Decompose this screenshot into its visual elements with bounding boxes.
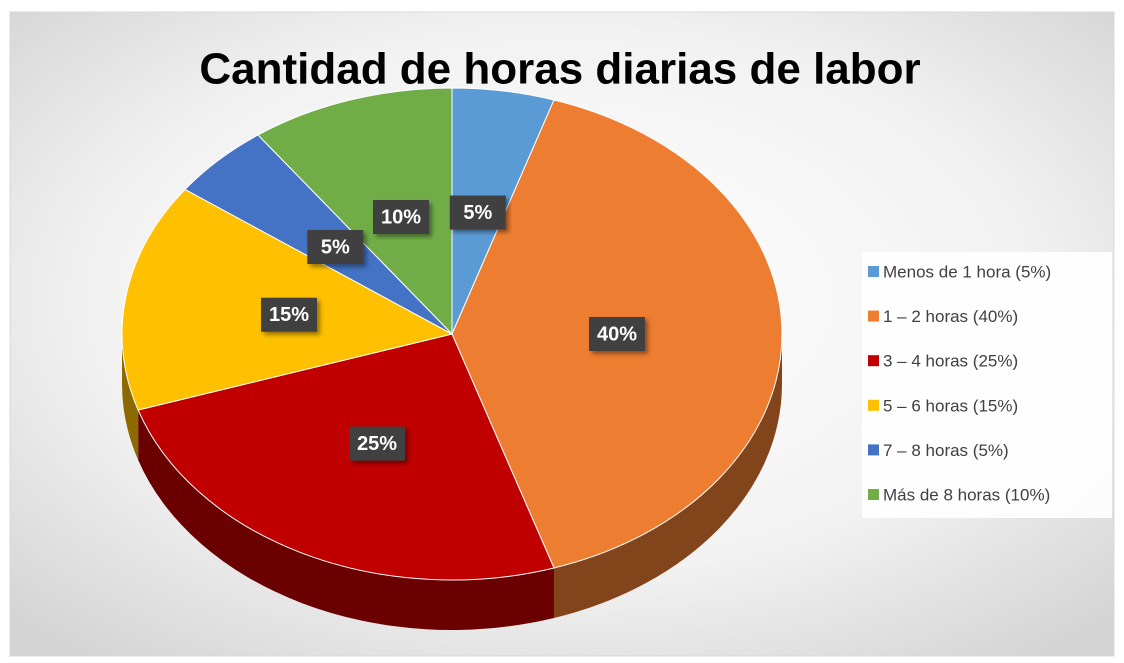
slice-side	[553, 334, 782, 618]
data-label: 25%	[357, 433, 397, 455]
legend-label: 7 – 8 horas (5%)	[883, 441, 1009, 460]
data-label: 10%	[381, 206, 421, 228]
legend-label: 1 – 2 horas (40%)	[883, 307, 1018, 326]
legend-label: 5 – 6 horas (15%)	[883, 396, 1018, 415]
data-label: 5%	[463, 202, 492, 224]
data-label-box	[307, 230, 364, 265]
data-label: 15%	[269, 304, 309, 326]
legend	[862, 252, 1112, 518]
data-label-box	[261, 297, 318, 332]
legend-label: Menos de 1 hora (5%)	[883, 262, 1051, 281]
data-label: 5%	[321, 236, 350, 258]
legend-swatch	[868, 399, 879, 411]
slice-side	[122, 334, 139, 461]
chart-title: Cantidad de horas diarias de labor	[199, 45, 920, 94]
data-label: 40%	[597, 323, 637, 345]
legend-label: 3 – 4 horas (25%)	[883, 352, 1018, 371]
slice	[257, 87, 453, 336]
legend-label: Más de 8 horas (10%)	[883, 485, 1050, 504]
slice-side	[138, 410, 554, 630]
data-label-box	[349, 426, 406, 461]
legend-swatch	[868, 355, 879, 367]
legend-swatch	[868, 444, 879, 456]
data-label-box	[373, 200, 430, 235]
slice	[137, 333, 555, 581]
data-label-box	[449, 195, 506, 230]
legend-swatch	[868, 489, 879, 500]
legend-swatch	[868, 266, 879, 277]
legend-swatch	[868, 310, 879, 322]
data-label-box	[589, 317, 645, 351]
